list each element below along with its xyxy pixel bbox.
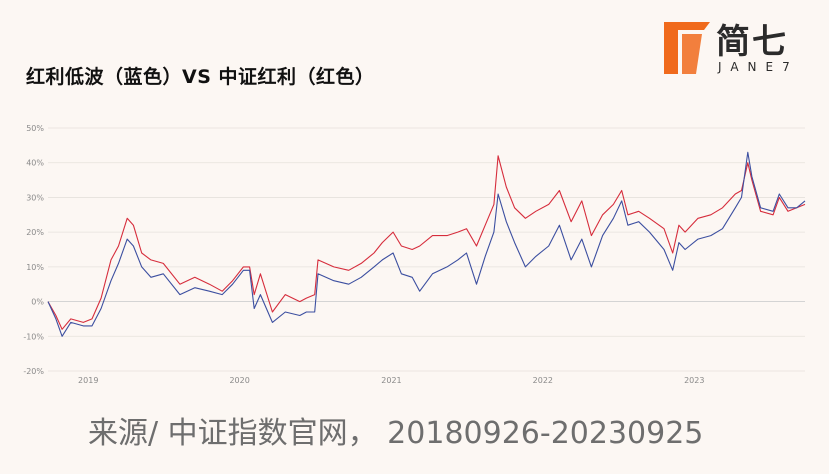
chart-grid: [48, 127, 805, 372]
y-tick-label: 40%: [26, 159, 44, 168]
x-tick-label: 2023: [684, 376, 704, 385]
x-tick-label: 2022: [533, 376, 553, 385]
y-axis-ticks: -20% -10% 0% 10% 20% 30% 40% 50%: [23, 124, 44, 376]
y-tick-label: 50%: [26, 124, 44, 133]
y-tick-label: 10%: [26, 263, 44, 272]
logo-brand-text: 简七: [716, 22, 788, 62]
y-tick-label: -20%: [23, 367, 44, 376]
x-tick-label: 2021: [381, 376, 401, 385]
jane7-logo-icon: [664, 22, 710, 74]
source-caption: 来源/ 中证指数官网， 20180926-20230925: [88, 416, 704, 451]
logo-accent-shape: [664, 22, 710, 74]
y-tick-label: -10%: [23, 332, 44, 341]
y-tick-label: 20%: [26, 228, 44, 237]
x-axis-ticks: 2019 2020 2021 2022 2023: [78, 376, 704, 385]
logo-accent-shape-inner: [682, 34, 702, 74]
x-tick-label: 2019: [78, 376, 98, 385]
chart-series: [47, 151, 806, 337]
logo-sub-text: JANE7: [718, 60, 799, 74]
series-line-blue: [47, 151, 806, 337]
x-tick-label: 2020: [229, 376, 249, 385]
y-tick-label: 30%: [26, 193, 44, 202]
chart-title: 红利低波（蓝色）VS 中证红利（红色）: [26, 66, 375, 88]
y-tick-label: 0%: [31, 298, 44, 307]
series-line-red: [47, 155, 806, 330]
